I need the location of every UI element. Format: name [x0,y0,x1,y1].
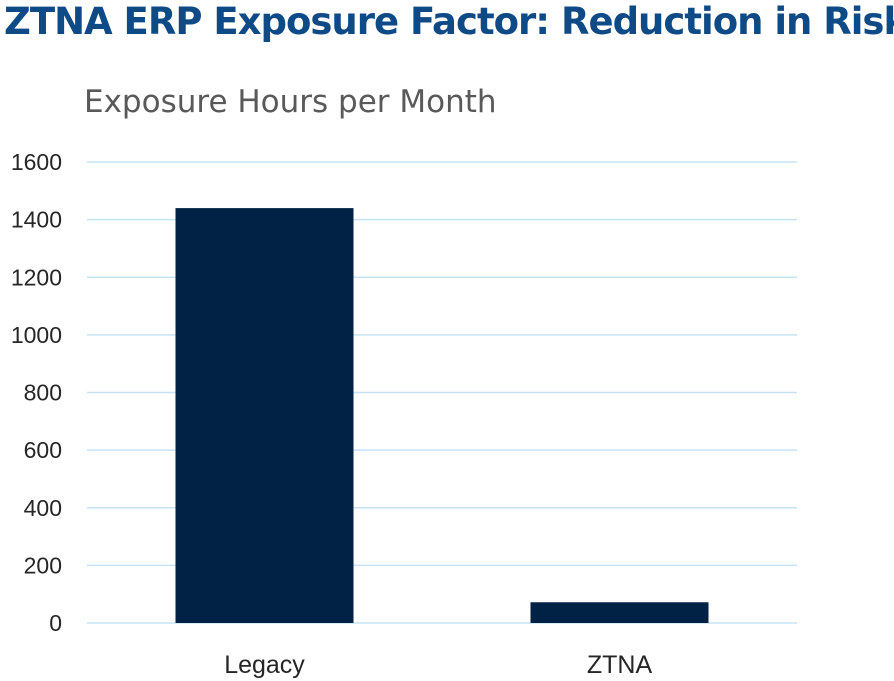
y-tick-label: 800 [24,380,62,406]
y-tick-label: 0 [49,610,62,636]
y-axis-tick-labels: 0 200 400 600 800 1000 1200 1400 1600 [11,149,62,636]
bars [175,208,709,623]
y-tick-label: 1600 [11,149,62,175]
bar-ztna [530,602,709,623]
x-category-label: ZTNA [587,651,653,679]
y-tick-label: 600 [24,437,62,463]
y-tick-label: 400 [24,495,62,521]
slide-title: ZTNA ERP Exposure Factor: Reduction in R… [4,0,894,43]
chart-title: Exposure Hours per Month [84,84,497,120]
y-tick-label: 1400 [11,207,62,233]
y-tick-label: 200 [24,552,62,578]
y-tick-label: 1200 [11,264,62,290]
x-category-label: Legacy [224,651,305,679]
bar-legacy [175,208,354,623]
x-axis-category-labels: Legacy ZTNA [224,651,652,679]
y-tick-label: 1000 [11,322,62,348]
